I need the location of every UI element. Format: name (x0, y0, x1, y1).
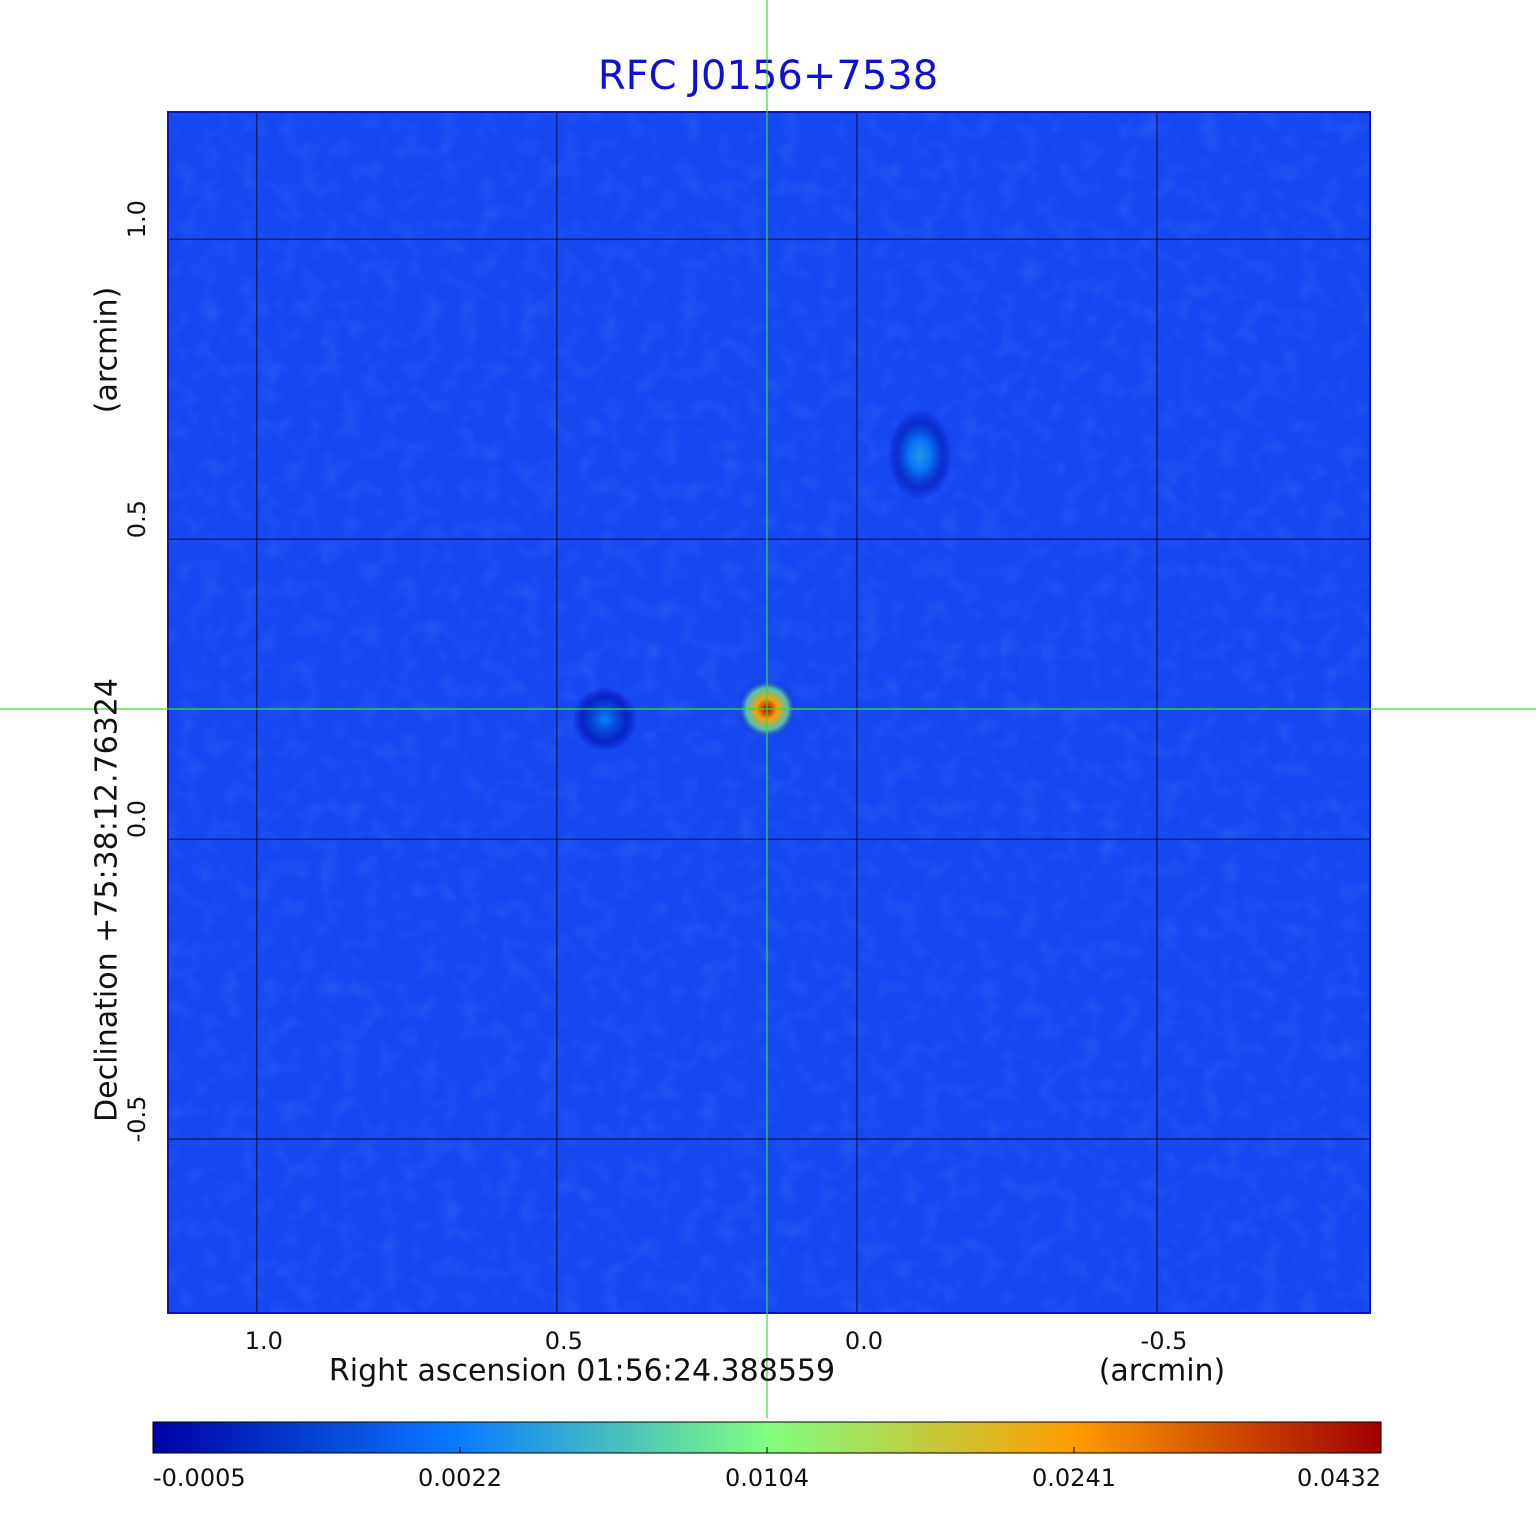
x-tick-label: 1.0 (245, 1327, 283, 1355)
y-tick-label: 1.0 (123, 200, 151, 238)
plot-frame (167, 111, 1371, 1314)
chart-title: RFC J0156+7538 (598, 53, 938, 99)
colorbar-tick-label: 0.0022 (418, 1464, 502, 1492)
y-tick-label: 0.0 (123, 800, 151, 838)
colorbar-tick-label: 0.0241 (1032, 1464, 1116, 1492)
source (887, 410, 952, 500)
y-tick-label: -0.5 (123, 1096, 151, 1143)
x-axis-label: Right ascension 01:56:24.388559 (329, 1354, 835, 1389)
colorbar-tick-label: 0.0104 (725, 1464, 809, 1492)
colorbar-tick-label: 0.0432 (1297, 1464, 1381, 1492)
x-tick-label: 0.5 (545, 1327, 583, 1355)
x-tick-label: -0.5 (1141, 1327, 1188, 1355)
y-axis-label: Declination +75:38:12.76324 (90, 678, 125, 1122)
y-tick-label: 0.5 (123, 500, 151, 538)
colorbar-tick-label: -0.0005 (153, 1464, 246, 1492)
y-axis-unit: (arcmin) (90, 287, 125, 414)
source (572, 687, 637, 752)
x-tick-label: 0.0 (845, 1327, 883, 1355)
x-axis-unit: (arcmin) (1099, 1354, 1226, 1389)
